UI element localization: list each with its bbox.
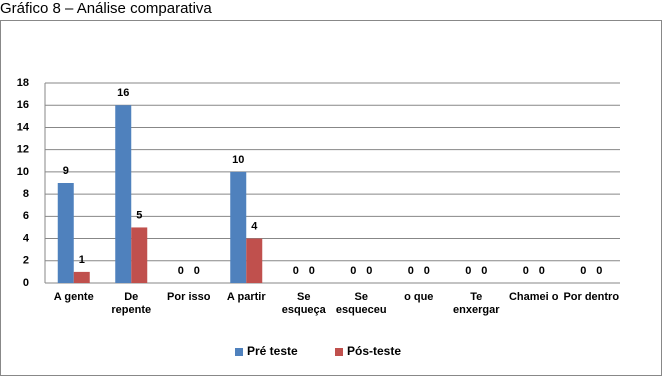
y-tick-label: 12 [17,144,29,156]
data-label: 4 [251,220,258,232]
data-label: 0 [350,265,356,277]
data-label: 0 [178,265,184,277]
x-tick-label: A gente [53,291,94,303]
x-tick-label: o que [404,291,434,303]
chart-title: Gráfico 8 – Análise comparativa [0,0,212,17]
data-label: 0 [408,265,414,277]
x-tick-label: Te enxergar [453,291,500,316]
x-tick-label: Chamei o [508,291,559,303]
y-tick-label: 16 [17,99,29,111]
data-label: 0 [424,265,430,277]
x-tick-label: De repente [111,291,152,316]
data-label: 0 [539,265,545,277]
y-tick-label: 10 [17,166,29,178]
data-label: 16 [117,87,129,99]
data-label: 0 [481,265,487,277]
chart-border [0,20,662,376]
data-label: 0 [465,265,471,277]
y-tick-label: 14 [17,121,30,133]
legend-swatch [335,348,343,356]
data-label: 0 [293,265,299,277]
data-label: 10 [232,154,244,166]
legend-label: Pós-teste [347,344,401,358]
legend-label: Pré teste [247,344,298,358]
data-label: 0 [194,265,200,277]
bar [246,238,263,283]
data-label: 5 [136,209,142,221]
bar [57,183,74,283]
data-label: 0 [309,265,315,277]
y-tick-label: 6 [23,210,29,222]
data-label: 0 [366,265,372,277]
bar [73,271,90,283]
x-tick-label: Se esqueceu [335,291,387,316]
y-tick-label: 4 [23,232,30,244]
data-label: 0 [596,265,602,277]
legend-swatch [235,348,243,356]
bar [115,105,132,283]
data-label: 0 [580,265,586,277]
data-label: 1 [79,254,85,266]
data-label: 0 [523,265,529,277]
bar [230,171,247,283]
y-tick-label: 18 [17,77,29,89]
y-tick-label: 0 [23,277,29,289]
x-tick-label: Se esqueça [281,291,326,316]
x-tick-label: Por isso [167,291,211,303]
x-tick-label: Por dentro [563,291,620,303]
y-tick-label: 8 [23,188,29,200]
y-tick-label: 2 [23,255,29,267]
data-label: 9 [63,165,69,177]
x-tick-label: A partir [226,291,266,303]
bar [131,227,148,283]
